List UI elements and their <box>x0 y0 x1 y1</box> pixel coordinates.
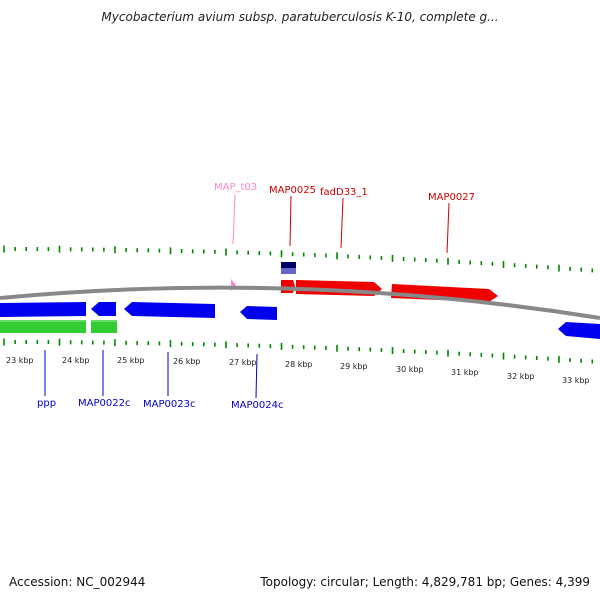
cds-segment-1[interactable] <box>0 320 86 333</box>
tick-label-24: 24 kbp <box>62 356 90 365</box>
gene-label-fadd33-1[interactable]: fadD33_1 <box>320 187 368 198</box>
map-title: Mycobacterium avium subsp. paratuberculo… <box>101 10 499 24</box>
axis-labels: 23 kbp 24 kbp 25 kbp 26 kbp 27 kbp 28 kb… <box>6 356 590 385</box>
accession-text: Accession: NC_002944 <box>9 575 146 589</box>
gene-unnamed-reverse[interactable] <box>558 322 600 339</box>
gene-label-map0025[interactable]: MAP0025 <box>269 185 316 196</box>
tick-label-30: 30 kbp <box>396 365 424 374</box>
gene-ppp[interactable] <box>0 302 86 317</box>
gene-map0023c[interactable] <box>124 302 215 318</box>
feature-purple-box[interactable] <box>281 268 296 274</box>
map0027-leader <box>446 202 450 254</box>
genome-summary-text: Topology: circular; Length: 4,829,781 bp… <box>260 575 590 589</box>
tick-label-23: 23 kbp <box>6 356 34 365</box>
tick-label-32: 32 kbp <box>507 372 535 381</box>
gene-map0022c[interactable] <box>91 302 116 316</box>
gene-label-map0023c[interactable]: MAP0023c <box>143 399 195 410</box>
gene-label-map-t03[interactable]: MAP_t03 <box>214 182 257 193</box>
tick-label-28: 28 kbp <box>285 360 313 369</box>
backbone-arc <box>0 285 600 320</box>
cds-segment-2[interactable] <box>91 320 117 333</box>
feature-navy-box[interactable] <box>281 262 296 268</box>
gene-label-map0024c[interactable]: MAP0024c <box>231 400 283 411</box>
gene-ppp-head[interactable] <box>3 303 11 316</box>
tick-label-29: 29 kbp <box>340 362 368 371</box>
lower-label-lines <box>44 350 258 399</box>
upper-tick-row <box>3 245 594 273</box>
fadd33-leader <box>340 197 344 249</box>
tick-label-26: 26 kbp <box>173 357 201 366</box>
tick-label-25: 25 kbp <box>117 356 145 365</box>
upper-label-lines <box>232 194 450 254</box>
map-t03-leader <box>232 194 236 245</box>
lower-tick-row <box>3 338 594 364</box>
map0025-leader <box>289 195 292 247</box>
gene-label-map0027[interactable]: MAP0027 <box>428 192 475 203</box>
map0024c-leader <box>255 353 258 399</box>
tick-label-33: 33 kbp <box>562 376 590 385</box>
gene-map0024c[interactable] <box>240 306 277 320</box>
gene-label-ppp[interactable]: ppp <box>37 398 56 409</box>
tick-label-31: 31 kbp <box>451 368 479 377</box>
tick-label-27: 27 kbp <box>229 358 257 367</box>
gene-label-map0022c[interactable]: MAP0022c <box>78 398 130 409</box>
